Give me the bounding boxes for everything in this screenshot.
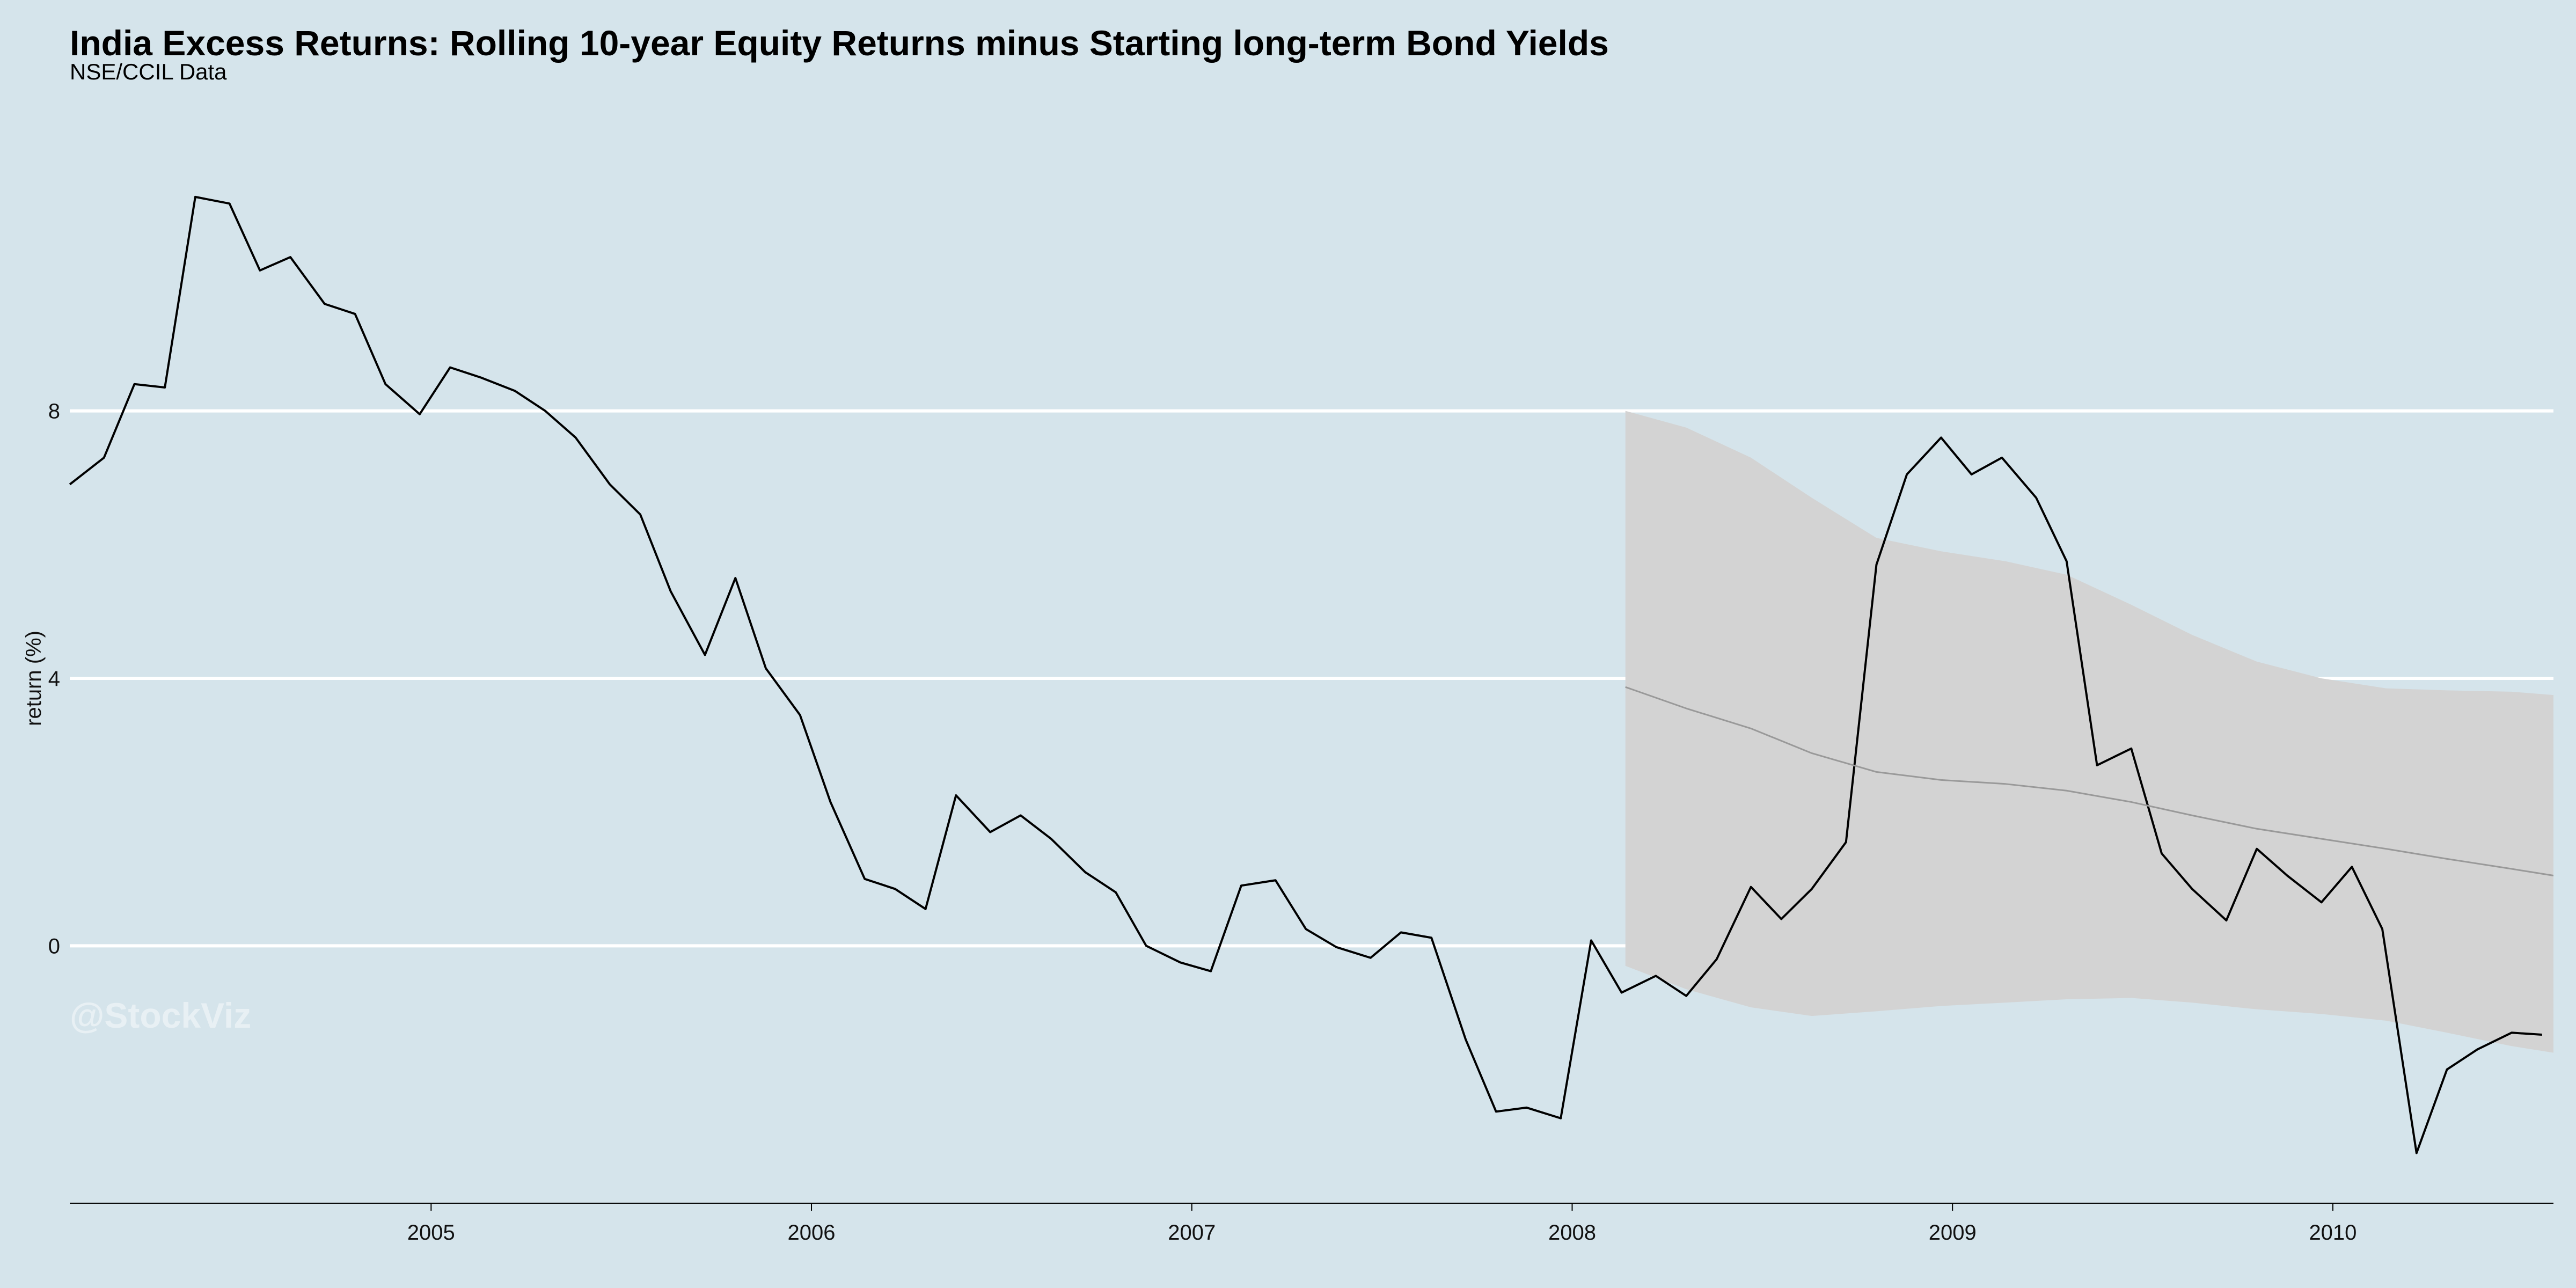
watermark: @StockViz [70,996,251,1035]
forecast-mean-line [1625,686,2554,876]
y-tick-label: 0 [48,934,60,958]
excess-return-line [69,195,2542,1154]
chart-subtitle: NSE/CCIL Data [70,59,227,84]
series-layer [69,195,2554,1154]
y-tick-label: 8 [48,400,60,423]
forecast-band-layer [1625,411,2553,1053]
x-tick-label: 2010 [2309,1221,2357,1245]
y-axis-title: return (%) [22,631,46,726]
x-tick-label: 2006 [788,1221,836,1245]
x-tick-label: 2009 [1929,1221,1977,1245]
x-tick-label: 2007 [1168,1221,1216,1245]
y-tick-label: 4 [48,667,60,691]
forecast-band [1625,411,2553,1053]
chart-title: India Excess Returns: Rolling 10-year Eq… [70,23,1609,63]
x-tick-label: 2005 [407,1221,455,1245]
x-tick-label: 2008 [1548,1221,1596,1245]
axes: 0 4 8 2005 2006 2007 2008 2009 2010 [48,400,2553,1245]
